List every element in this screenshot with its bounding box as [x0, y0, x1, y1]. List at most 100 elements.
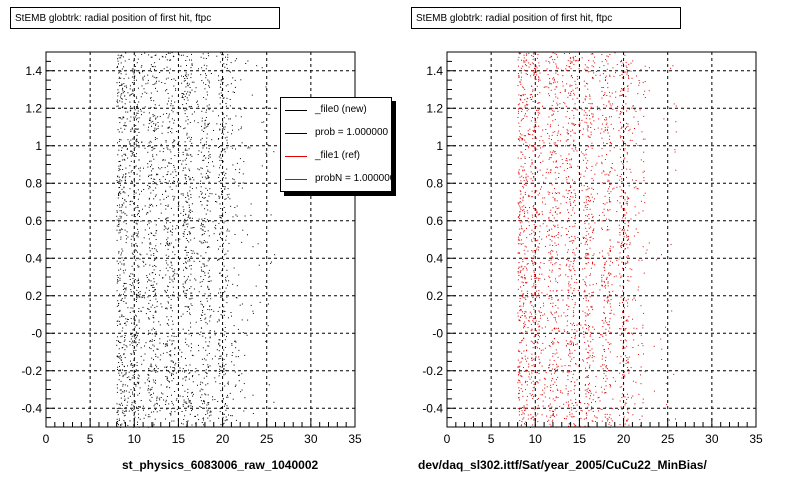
data-point	[592, 230, 594, 232]
data-point	[167, 380, 169, 381]
data-point	[609, 384, 611, 385]
data-point	[148, 186, 150, 188]
data-point	[582, 268, 584, 270]
data-point	[209, 210, 211, 212]
data-point	[519, 133, 521, 135]
data-point	[610, 331, 612, 333]
data-point	[535, 78, 537, 80]
data-point	[592, 115, 594, 117]
data-point	[537, 114, 539, 116]
data-point	[190, 298, 192, 300]
data-point	[219, 232, 221, 234]
data-point	[596, 193, 598, 195]
data-point	[557, 132, 559, 134]
data-point	[535, 69, 537, 71]
y-tick-label: 1.2	[25, 101, 42, 115]
data-point	[224, 385, 226, 387]
data-point	[521, 340, 522, 342]
data-point	[570, 135, 572, 137]
data-point	[134, 55, 136, 57]
data-point	[532, 101, 534, 102]
data-point	[184, 415, 186, 417]
data-point	[207, 366, 209, 368]
data-point	[234, 371, 236, 373]
data-point	[530, 414, 532, 416]
data-point	[136, 128, 138, 130]
data-point	[602, 345, 604, 347]
data-point	[585, 255, 587, 257]
data-point	[151, 170, 152, 172]
data-point	[151, 388, 153, 390]
data-point	[192, 375, 194, 376]
data-point	[584, 320, 586, 322]
data-point	[212, 399, 214, 401]
data-point	[565, 265, 567, 267]
data-point	[585, 162, 587, 164]
data-point	[186, 376, 187, 378]
data-point	[559, 103, 561, 105]
data-point	[568, 237, 570, 239]
data-point	[223, 306, 225, 308]
data-point	[222, 97, 224, 99]
data-point	[123, 390, 125, 392]
data-point	[603, 94, 605, 96]
data-point	[147, 308, 149, 310]
data-point	[618, 408, 619, 410]
data-point	[164, 178, 166, 180]
data-point	[589, 355, 591, 357]
data-point	[603, 171, 605, 173]
data-point	[532, 262, 534, 264]
data-point	[122, 117, 124, 119]
data-point	[227, 382, 229, 384]
data-point	[148, 279, 150, 281]
data-point	[546, 168, 548, 170]
data-point	[525, 113, 526, 115]
data-point	[146, 212, 148, 214]
data-point	[122, 204, 124, 206]
data-point	[557, 390, 559, 391]
data-point	[609, 197, 611, 198]
data-point	[171, 132, 173, 134]
data-point	[131, 243, 133, 245]
data-point	[535, 71, 537, 73]
data-point	[189, 87, 191, 88]
data-point	[151, 174, 153, 176]
data-point	[587, 375, 589, 377]
data-point	[620, 317, 622, 319]
data-point	[588, 102, 590, 104]
data-point	[155, 364, 157, 366]
data-point	[137, 213, 139, 214]
data-point	[546, 420, 548, 422]
data-point	[131, 363, 133, 365]
data-point	[619, 234, 621, 236]
data-point	[626, 408, 628, 410]
data-point	[191, 424, 193, 426]
data-point	[604, 195, 606, 197]
data-point	[631, 332, 633, 334]
data-point	[148, 309, 150, 310]
data-point	[170, 366, 172, 368]
data-point	[567, 320, 568, 322]
data-point	[520, 209, 522, 211]
data-point	[167, 171, 169, 173]
data-point	[171, 268, 173, 269]
data-point	[136, 112, 138, 114]
data-point	[532, 318, 534, 320]
data-point	[162, 393, 164, 395]
data-point	[523, 407, 525, 409]
data-point	[185, 178, 187, 180]
data-point	[119, 122, 121, 124]
data-point	[188, 176, 190, 178]
data-point	[524, 297, 526, 299]
data-point	[565, 116, 567, 118]
data-point	[208, 288, 210, 290]
data-point	[532, 341, 534, 343]
data-point	[584, 256, 586, 258]
data-point	[207, 177, 209, 179]
data-point	[206, 109, 207, 111]
data-point	[133, 83, 135, 85]
data-point	[573, 252, 575, 254]
data-point	[171, 258, 173, 259]
data-point	[606, 128, 608, 130]
data-point	[206, 375, 208, 377]
